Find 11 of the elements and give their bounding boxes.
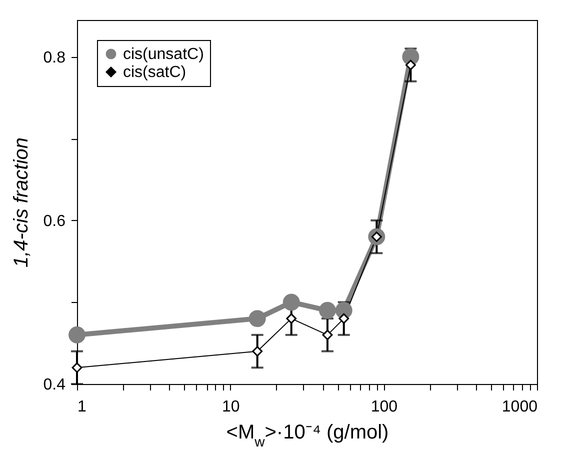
legend-label: cis(unsatC)	[123, 46, 204, 63]
x-tick-label: 1	[78, 398, 86, 416]
x-tick-label: 10	[222, 398, 240, 416]
x-tick-label: 100	[370, 398, 398, 416]
y-tick-label: 0.6	[43, 212, 66, 230]
x-axis-title: <M$_{w}$>·10⁻⁴ (g/mol)	[226, 422, 389, 450]
x-tick-label: 1000	[502, 398, 538, 416]
y-tick-label: 0.4	[43, 376, 66, 394]
y-tick-label: 0.8	[43, 49, 66, 66]
legend-label: cis(satC)	[123, 64, 186, 81]
y-axis-title: 1,4-cis fraction	[10, 137, 32, 268]
